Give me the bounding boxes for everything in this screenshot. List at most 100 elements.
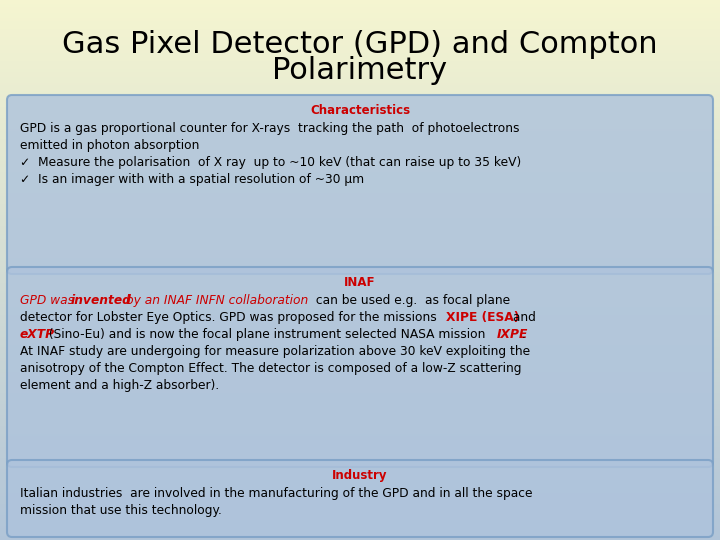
Text: XIPE (ESA): XIPE (ESA) — [446, 311, 519, 324]
Text: ✓  Measure the polarisation  of X ray  up to ~10 keV (that can raise up to 35 ke: ✓ Measure the polarisation of X ray up t… — [20, 156, 521, 169]
Text: INAF: INAF — [344, 276, 376, 289]
Bar — [0, 475, 720, 478]
Bar — [0, 310, 720, 313]
Bar — [0, 248, 720, 251]
Bar — [0, 227, 720, 229]
Bar — [0, 262, 720, 265]
Bar — [0, 240, 720, 243]
Bar — [0, 65, 720, 68]
Bar — [0, 84, 720, 86]
Bar — [0, 54, 720, 57]
Bar — [0, 176, 720, 178]
Text: anisotropy of the Compton Effect. The detector is composed of a low-Z scattering: anisotropy of the Compton Effect. The de… — [20, 362, 521, 375]
Bar — [0, 464, 720, 467]
Bar — [0, 68, 720, 70]
Bar — [0, 94, 720, 97]
Bar — [0, 405, 720, 408]
Bar — [0, 30, 720, 32]
Bar — [0, 413, 720, 416]
Text: emitted in photon absorption: emitted in photon absorption — [20, 139, 199, 152]
Bar — [0, 394, 720, 397]
Bar — [0, 140, 720, 143]
Bar — [0, 502, 720, 505]
Bar — [0, 116, 720, 119]
Bar — [0, 513, 720, 516]
Bar — [0, 362, 720, 364]
Bar — [0, 111, 720, 113]
Bar — [0, 108, 720, 111]
Bar — [0, 524, 720, 526]
Bar — [0, 265, 720, 267]
Bar — [0, 286, 720, 289]
Bar — [0, 427, 720, 429]
Text: GPD is a gas proportional counter for X-rays  tracking the path  of photoelectro: GPD is a gas proportional counter for X-… — [20, 122, 520, 135]
Bar — [0, 478, 720, 481]
Bar — [0, 470, 720, 472]
Bar — [0, 184, 720, 186]
Bar — [0, 194, 720, 197]
Bar — [0, 19, 720, 22]
Text: Italian industries  are involved in the manufacturing of the GPD and in all the : Italian industries are involved in the m… — [20, 487, 533, 500]
Bar — [0, 11, 720, 14]
Bar — [0, 454, 720, 456]
Bar — [0, 421, 720, 424]
Bar — [0, 486, 720, 489]
Bar — [0, 348, 720, 351]
Bar — [0, 138, 720, 140]
Bar — [0, 157, 720, 159]
Bar — [0, 221, 720, 224]
Bar — [0, 270, 720, 273]
Bar — [0, 49, 720, 51]
Bar — [0, 319, 720, 321]
Bar — [0, 16, 720, 19]
Bar — [0, 46, 720, 49]
Bar — [0, 62, 720, 65]
Bar — [0, 89, 720, 92]
Bar — [0, 300, 720, 302]
Text: detector for Lobster Eye Optics. GPD was proposed for the missions: detector for Lobster Eye Optics. GPD was… — [20, 311, 441, 324]
Bar — [0, 462, 720, 464]
Bar — [0, 273, 720, 275]
Bar — [0, 78, 720, 81]
Bar — [0, 397, 720, 400]
Bar — [0, 213, 720, 216]
Bar — [0, 432, 720, 435]
Text: eXTP: eXTP — [20, 328, 55, 341]
Bar — [0, 491, 720, 494]
Bar — [0, 130, 720, 132]
Bar — [0, 302, 720, 305]
Bar — [0, 284, 720, 286]
Bar — [0, 483, 720, 486]
Bar — [0, 481, 720, 483]
Bar — [0, 251, 720, 254]
Bar — [0, 181, 720, 184]
Bar — [0, 370, 720, 373]
Bar — [0, 378, 720, 381]
Bar — [0, 230, 720, 232]
Bar — [0, 146, 720, 148]
Text: Industry: Industry — [332, 469, 388, 482]
Bar — [0, 43, 720, 46]
Bar — [0, 132, 720, 135]
Bar — [0, 165, 720, 167]
Bar — [0, 381, 720, 383]
Bar — [0, 537, 720, 540]
Bar — [0, 14, 720, 16]
Bar — [0, 192, 720, 194]
Bar — [0, 294, 720, 297]
Bar — [0, 219, 720, 221]
Text: invented: invented — [71, 294, 132, 307]
Bar — [0, 535, 720, 537]
Bar — [0, 246, 720, 248]
Bar — [0, 119, 720, 122]
Bar — [0, 416, 720, 418]
Bar — [0, 100, 720, 103]
FancyBboxPatch shape — [7, 267, 713, 467]
Bar — [0, 278, 720, 281]
Text: .: . — [522, 328, 526, 341]
Bar — [0, 346, 720, 348]
Bar — [0, 189, 720, 192]
Bar — [0, 292, 720, 294]
Bar — [0, 321, 720, 324]
Bar — [0, 148, 720, 151]
